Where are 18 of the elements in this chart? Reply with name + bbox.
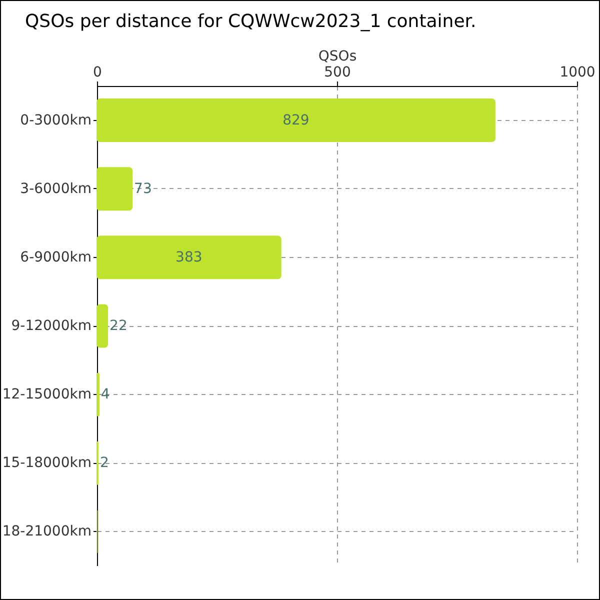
text: 2 <box>100 455 109 472</box>
y-tick-label: 3-6000km <box>20 180 92 197</box>
y-tick-label: 0-3000km <box>20 112 92 128</box>
x-axis-title: QSOs <box>318 48 357 64</box>
y-tick-label: 18-21000km <box>2 524 92 540</box>
text: 22 <box>110 318 128 334</box>
text: 829 <box>282 112 310 128</box>
x-tick-label: 500 <box>324 64 351 80</box>
x-tick-label: 0 <box>93 64 102 80</box>
y-tick-label: 6-9000km <box>20 249 92 266</box>
text: 383 <box>176 249 202 266</box>
chart-title: QSOs per distance for CQWWcw2023_1 container. <box>25 11 476 32</box>
y-tick-label: 9-12000km <box>11 318 92 334</box>
text: 4 <box>100 386 110 403</box>
y-tick-label: 15-18000km <box>2 455 92 472</box>
y-tick-label: 12-15000km <box>2 386 92 403</box>
x-tick-label: 1000 <box>560 64 596 80</box>
text: 73 <box>134 180 152 197</box>
